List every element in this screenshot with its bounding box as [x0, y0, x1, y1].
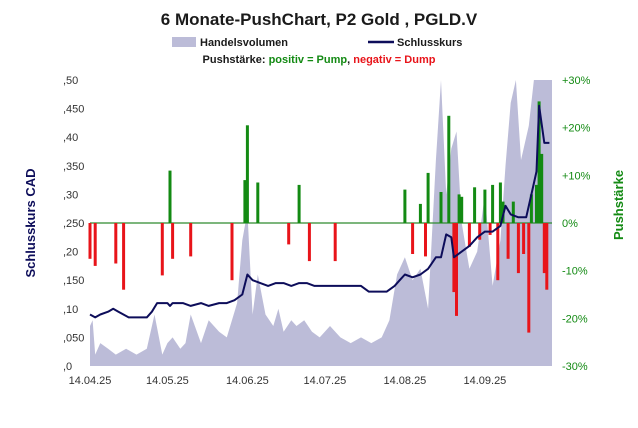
push-bar-positive — [473, 187, 477, 224]
push-bar-negative — [467, 223, 471, 247]
push-bar-negative — [478, 223, 482, 240]
push-bar-negative — [307, 223, 311, 262]
x-tick-label: 14.09.25 — [463, 375, 506, 387]
axes: ,0 ,050 ,10 ,150 ,20 ,250 ,30 ,350 ,40 ,450 ,50 -30… — [63, 75, 591, 387]
push-bar-negative — [424, 223, 427, 257]
push-bar-positive — [540, 153, 544, 223]
y-left-tick-label: ,30 — [63, 189, 78, 201]
x-tick-label: 14.04.25 — [69, 375, 112, 387]
push-bar-positive — [245, 125, 249, 223]
push-bar-negative — [506, 223, 510, 259]
legend-push-positive: positiv = Pump — [269, 54, 348, 66]
plot-area — [88, 80, 552, 366]
push-bar-positive — [447, 115, 451, 224]
push-bar-negative — [545, 223, 549, 290]
push-bar-positive — [498, 182, 502, 223]
y-axis-left-title: Schlusskurs CAD — [23, 168, 38, 277]
y-right-tick-label: -30% — [562, 361, 588, 373]
y-right-tick-label: -10% — [562, 266, 588, 278]
push-bar-negative — [333, 223, 337, 262]
x-tick-label: 14.05.25 — [146, 375, 189, 387]
legend-volume-label: Handelsvolumen — [200, 37, 288, 49]
push-bar-negative — [455, 223, 458, 316]
push-bar-positive — [403, 189, 407, 223]
push-bar-positive — [529, 194, 533, 223]
push-bar-negative — [516, 223, 520, 274]
push-bar-positive — [418, 203, 422, 223]
push-bar-negative — [114, 223, 118, 264]
y-right-tick-label: +10% — [562, 170, 591, 182]
push-bar-negative — [522, 223, 526, 254]
x-tick-label: 14.06.25 — [226, 375, 269, 387]
y-right-tick-label: +20% — [562, 123, 591, 135]
push-bar-negative — [496, 223, 500, 281]
push-bar-positive — [243, 180, 247, 223]
legend-push-prefix: Pushstärke: — [203, 54, 269, 66]
push-bar-negative — [527, 223, 531, 333]
push-bar-negative — [488, 223, 492, 235]
push-bar-positive — [457, 194, 461, 223]
y-left-tick-label: ,20 — [63, 247, 78, 259]
y-left-tick-label: ,150 — [63, 275, 84, 287]
push-bar-positive — [511, 201, 515, 223]
legend-push-line: Pushstärke: positiv = Pump, negativ = Du… — [203, 54, 436, 66]
push-bar-negative — [160, 223, 164, 276]
y-left-tick-label: ,40 — [63, 132, 78, 144]
y-right-tick-label: 0% — [562, 218, 578, 230]
push-bar-negative — [230, 223, 234, 281]
legend-push-sep: , — [347, 54, 353, 66]
push-bar-negative — [542, 223, 546, 274]
legend-volume-swatch — [172, 37, 196, 47]
x-tick-label: 14.07.25 — [303, 375, 346, 387]
push-bar-positive — [168, 170, 172, 223]
y-left-tick-label: ,450 — [63, 104, 84, 116]
x-tick-label: 14.08.25 — [383, 375, 426, 387]
y-left-tick-label: ,50 — [63, 75, 78, 87]
close-price-line — [89, 104, 550, 319]
legend: Handelsvolumen Schlusskurs Pushstärke: p… — [172, 37, 462, 66]
legend-close-label: Schlusskurs — [397, 37, 462, 49]
push-bar-positive — [491, 184, 495, 223]
y-right-tick-label: -20% — [562, 313, 588, 325]
push-bar-negative — [88, 223, 92, 259]
y-left-tick-label: ,050 — [63, 332, 84, 344]
push-bar-positive — [535, 184, 538, 223]
chart-title: 6 Monate-PushChart, P2 Gold , PGLD.V — [161, 10, 478, 29]
y-left-tick-label: ,350 — [63, 161, 84, 173]
push-bar-positive — [439, 192, 443, 223]
push-bar-negative — [171, 223, 175, 259]
push-bar-positive — [537, 101, 541, 223]
y-right-tick-label: +30% — [562, 75, 591, 87]
push-bar-positive — [297, 184, 301, 223]
push-bar-positive — [483, 189, 487, 223]
push-bar-positive — [256, 182, 260, 223]
volume-area — [90, 80, 552, 366]
push-bar-negative — [93, 223, 97, 266]
push-bar-negative — [189, 223, 193, 257]
legend-push-negative: negativ = Dump — [353, 54, 435, 66]
push-bar-negative — [411, 223, 415, 254]
push-bar-positive — [426, 172, 430, 223]
push-bar-positive — [460, 196, 464, 223]
push-bar-negative — [122, 223, 126, 290]
y-left-tick-label: ,250 — [63, 218, 84, 230]
y-axis-right-title: Pushstärke — [611, 170, 626, 240]
y-left-tick-label: ,10 — [63, 304, 78, 316]
push-bar-negative — [287, 223, 291, 245]
y-left-tick-label: ,0 — [63, 361, 72, 373]
